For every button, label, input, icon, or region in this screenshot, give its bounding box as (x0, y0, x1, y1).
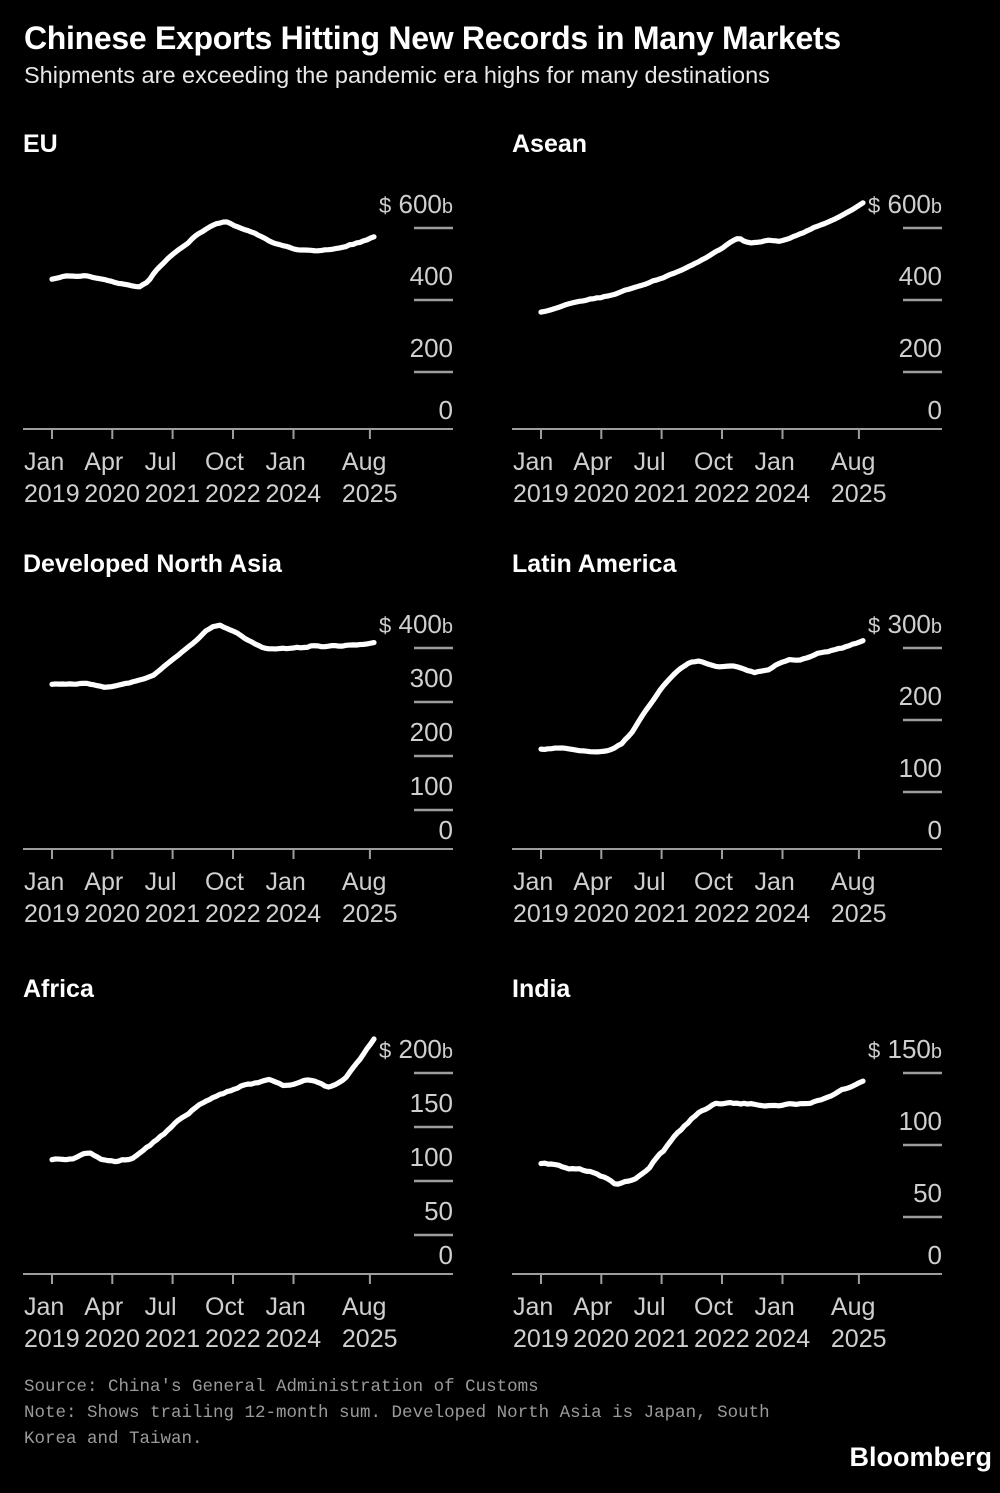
svg-text:200: 200 (410, 333, 453, 363)
svg-text:0: 0 (439, 815, 453, 845)
svg-text:$ 600b: $ 600b (379, 189, 453, 219)
svg-text:200: 200 (410, 717, 453, 747)
svg-text:100: 100 (899, 753, 942, 783)
svg-text:50: 50 (913, 1178, 942, 1208)
svg-text:100: 100 (410, 771, 453, 801)
svg-text:0: 0 (439, 395, 453, 425)
svg-text:$ 150b: $ 150b (868, 1034, 942, 1064)
svg-text:200: 200 (899, 681, 942, 711)
svg-text:50: 50 (424, 1196, 453, 1226)
svg-text:150: 150 (410, 1088, 453, 1118)
svg-text:0: 0 (439, 1240, 453, 1270)
svg-text:300: 300 (410, 663, 453, 693)
svg-text:0: 0 (928, 395, 942, 425)
svg-text:100: 100 (899, 1106, 942, 1136)
svg-text:400: 400 (410, 261, 453, 291)
svg-text:0: 0 (928, 815, 942, 845)
svg-text:0: 0 (928, 1240, 942, 1270)
svg-text:400: 400 (899, 261, 942, 291)
svg-text:$ 400b: $ 400b (379, 609, 453, 639)
svg-text:$ 200b: $ 200b (379, 1034, 453, 1064)
svg-text:$ 600b: $ 600b (868, 189, 942, 219)
svg-text:$ 300b: $ 300b (868, 609, 942, 639)
svg-text:100: 100 (410, 1142, 453, 1172)
svg-text:200: 200 (899, 333, 942, 363)
